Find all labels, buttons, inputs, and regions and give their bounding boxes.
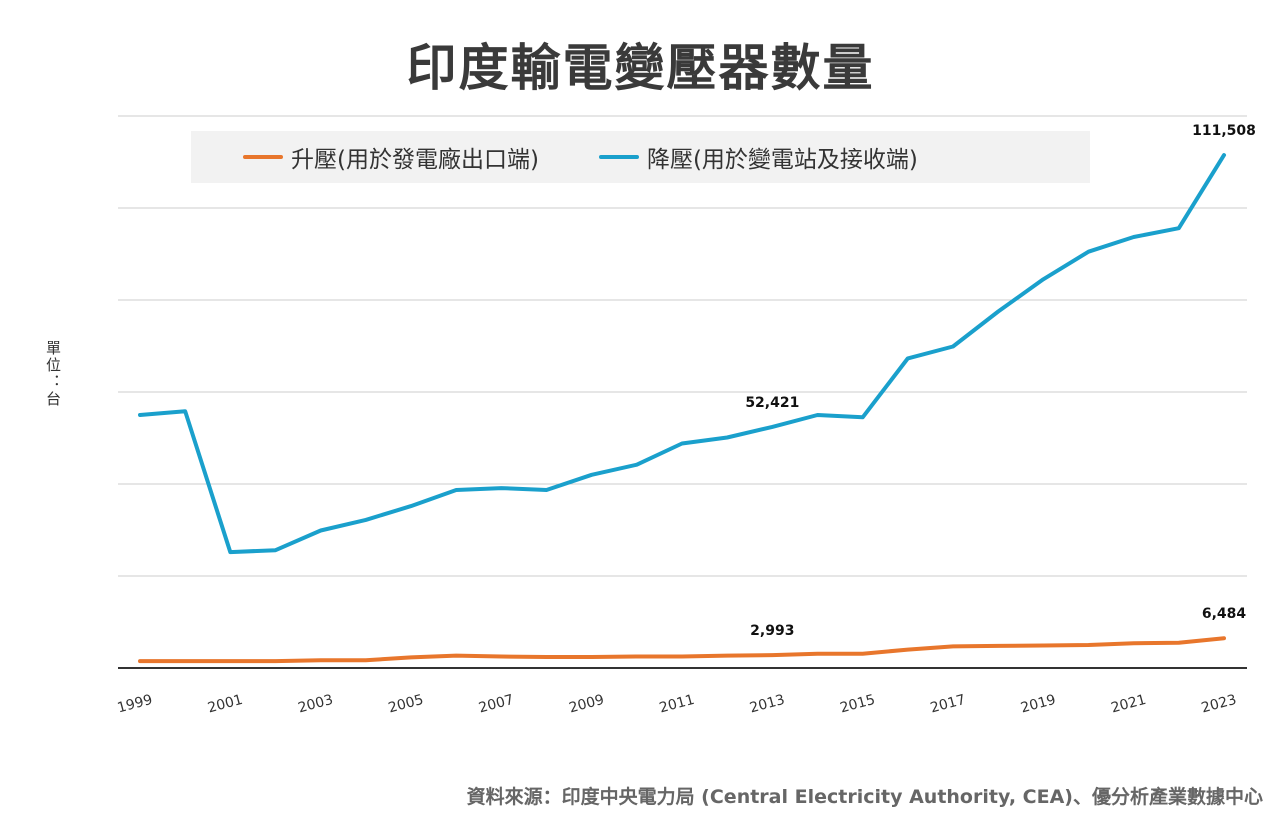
data-label: 2,993 [750, 623, 794, 639]
x-tick-label: 2023 [1200, 692, 1239, 717]
x-tick-label: 1999 [116, 692, 155, 717]
legend-label-step-up: 升壓(用於發電廠出口端) [291, 147, 539, 173]
x-tick-label: 2011 [658, 692, 697, 717]
source-note: 資料來源：印度中央電力局 (Central Electricity Author… [466, 786, 1263, 808]
series-line-step-up [138, 636, 1226, 664]
x-tick-label: 2003 [296, 692, 335, 717]
data-label: 111,508 [1192, 123, 1256, 139]
legend-item-step-up: 升壓(用於發電廠出口端) [243, 140, 539, 174]
x-tick-label: 2007 [477, 692, 516, 717]
series-line-step-down [138, 153, 1226, 555]
x-tick-label: 2015 [838, 692, 877, 717]
x-tick-label: 2009 [567, 692, 606, 717]
legend-item-step-down: 降壓(用於變電站及接收端) [598, 140, 918, 174]
data-label: 52,421 [745, 395, 799, 411]
legend-swatch-step-down [598, 155, 639, 159]
legend-label-step-down: 降壓(用於變電站及接收端) [646, 147, 918, 173]
chart-title: 印度輸電變壓器數量 [406, 39, 875, 97]
x-tick-label: 2001 [206, 692, 245, 717]
x-tick-label: 2013 [748, 692, 787, 717]
data-label: 6,484 [1202, 606, 1247, 622]
x-tick-label: 2019 [1019, 692, 1058, 717]
x-tick-label: 2005 [387, 692, 426, 717]
chart-legend: 升壓(用於發電廠出口端) 降壓(用於變電站及接收端) [191, 131, 1090, 183]
x-tick-label: 2017 [929, 692, 968, 717]
x-tick-label: 2021 [1109, 692, 1148, 717]
y-axis-unit-label: 單位：台 [44, 340, 62, 408]
legend-swatch-step-up [243, 155, 283, 159]
